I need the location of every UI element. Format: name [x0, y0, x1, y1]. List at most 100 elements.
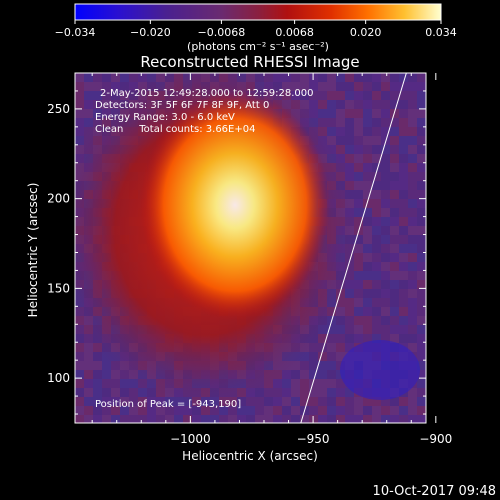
image-pixel	[417, 397, 426, 406]
image-pixel	[102, 379, 111, 388]
image-pixel	[273, 397, 282, 406]
image-pixel	[354, 325, 363, 334]
image-pixel	[354, 217, 363, 226]
image-pixel	[84, 352, 93, 361]
image-pixel	[417, 73, 426, 82]
image-pixel	[417, 145, 426, 154]
image-pixel	[390, 262, 399, 271]
image-pixel	[381, 226, 390, 235]
image-pixel	[354, 190, 363, 199]
image-pixel	[354, 172, 363, 181]
image-pixel	[156, 415, 165, 423]
colorbar-tick-label: 0.020	[350, 26, 382, 39]
image-pixel	[345, 172, 354, 181]
image-pixel	[336, 397, 345, 406]
image-pixel	[390, 91, 399, 100]
image-pixel	[354, 280, 363, 289]
image-pixel	[408, 415, 417, 423]
image-pixel	[354, 298, 363, 307]
image-pixel	[390, 289, 399, 298]
image-pixel	[381, 190, 390, 199]
image-pixel	[417, 226, 426, 235]
image-pixel	[372, 208, 381, 217]
image-pixel	[327, 379, 336, 388]
image-pixel	[174, 415, 183, 423]
image-pixel	[102, 388, 111, 397]
image-pixel	[399, 334, 408, 343]
annotation-time-range: 2-May-2015 12:49:28.000 to 12:59:28.000	[100, 88, 313, 99]
image-pixel	[102, 370, 111, 379]
image-pixel	[354, 253, 363, 262]
image-pixel	[372, 190, 381, 199]
image-pixel	[327, 397, 336, 406]
image-pixel	[354, 262, 363, 271]
image-pixel	[210, 415, 219, 423]
solar-limb-line	[300, 73, 407, 423]
image-pixel	[345, 73, 354, 82]
image-pixel	[408, 190, 417, 199]
image-pixel	[345, 280, 354, 289]
image-pixel	[336, 415, 345, 423]
image-pixel	[120, 379, 129, 388]
image-pixel	[147, 415, 156, 423]
colorbar-ticks: −0.034 −0.020 −0.0068 0.0068 0.020 0.034	[55, 20, 457, 39]
image-pixel	[120, 406, 129, 415]
image-pixel	[327, 73, 336, 82]
image-pixel	[417, 298, 426, 307]
image-pixel	[345, 145, 354, 154]
image-pixel	[363, 226, 372, 235]
image-pixel	[291, 73, 300, 82]
image-pixel	[345, 154, 354, 163]
image-pixel	[75, 379, 84, 388]
image-pixel	[381, 244, 390, 253]
image-pixel	[381, 118, 390, 127]
image-pixel	[75, 406, 84, 415]
image-pixel	[300, 388, 309, 397]
image-pixel	[255, 397, 264, 406]
image-pixel	[363, 217, 372, 226]
image-pixel	[291, 388, 300, 397]
image-pixel	[309, 82, 318, 91]
image-pixel	[237, 406, 246, 415]
image-pixel	[237, 397, 246, 406]
image-pixel	[84, 100, 93, 109]
image-pixel	[399, 415, 408, 423]
image-pixel	[363, 109, 372, 118]
image-pixel	[417, 307, 426, 316]
image-pixel	[75, 397, 84, 406]
image-pixel	[354, 100, 363, 109]
image-pixel	[354, 307, 363, 316]
image-pixel	[372, 154, 381, 163]
image-pixel	[372, 199, 381, 208]
colorbar-gradient	[74, 3, 442, 21]
image-pixel	[390, 118, 399, 127]
image-pixel	[408, 145, 417, 154]
image-pixel	[327, 370, 336, 379]
image-pixel	[84, 379, 93, 388]
image-pixel	[336, 316, 345, 325]
image-pixel	[318, 91, 327, 100]
image-pixel	[84, 361, 93, 370]
image-pixel	[408, 100, 417, 109]
image-pixel	[345, 325, 354, 334]
image-pixel	[345, 316, 354, 325]
image-pixel	[291, 82, 300, 91]
image-pixel	[318, 397, 327, 406]
image-pixel	[84, 415, 93, 423]
image-pixel	[372, 226, 381, 235]
image-pixel	[417, 163, 426, 172]
image-pixel	[327, 406, 336, 415]
image-pixel	[390, 217, 399, 226]
image-pixel	[408, 217, 417, 226]
image-pixel	[372, 136, 381, 145]
image-pixel	[345, 109, 354, 118]
image-pixel	[408, 262, 417, 271]
colorbar-units-label: (photons cm⁻² s⁻¹ asec⁻²)	[187, 40, 329, 53]
image-pixel	[93, 91, 102, 100]
image-pixel	[390, 190, 399, 199]
image-pixel	[399, 91, 408, 100]
image-pixel	[363, 334, 372, 343]
image-pixel	[399, 172, 408, 181]
image-pixel	[300, 73, 309, 82]
image-pixel	[354, 91, 363, 100]
